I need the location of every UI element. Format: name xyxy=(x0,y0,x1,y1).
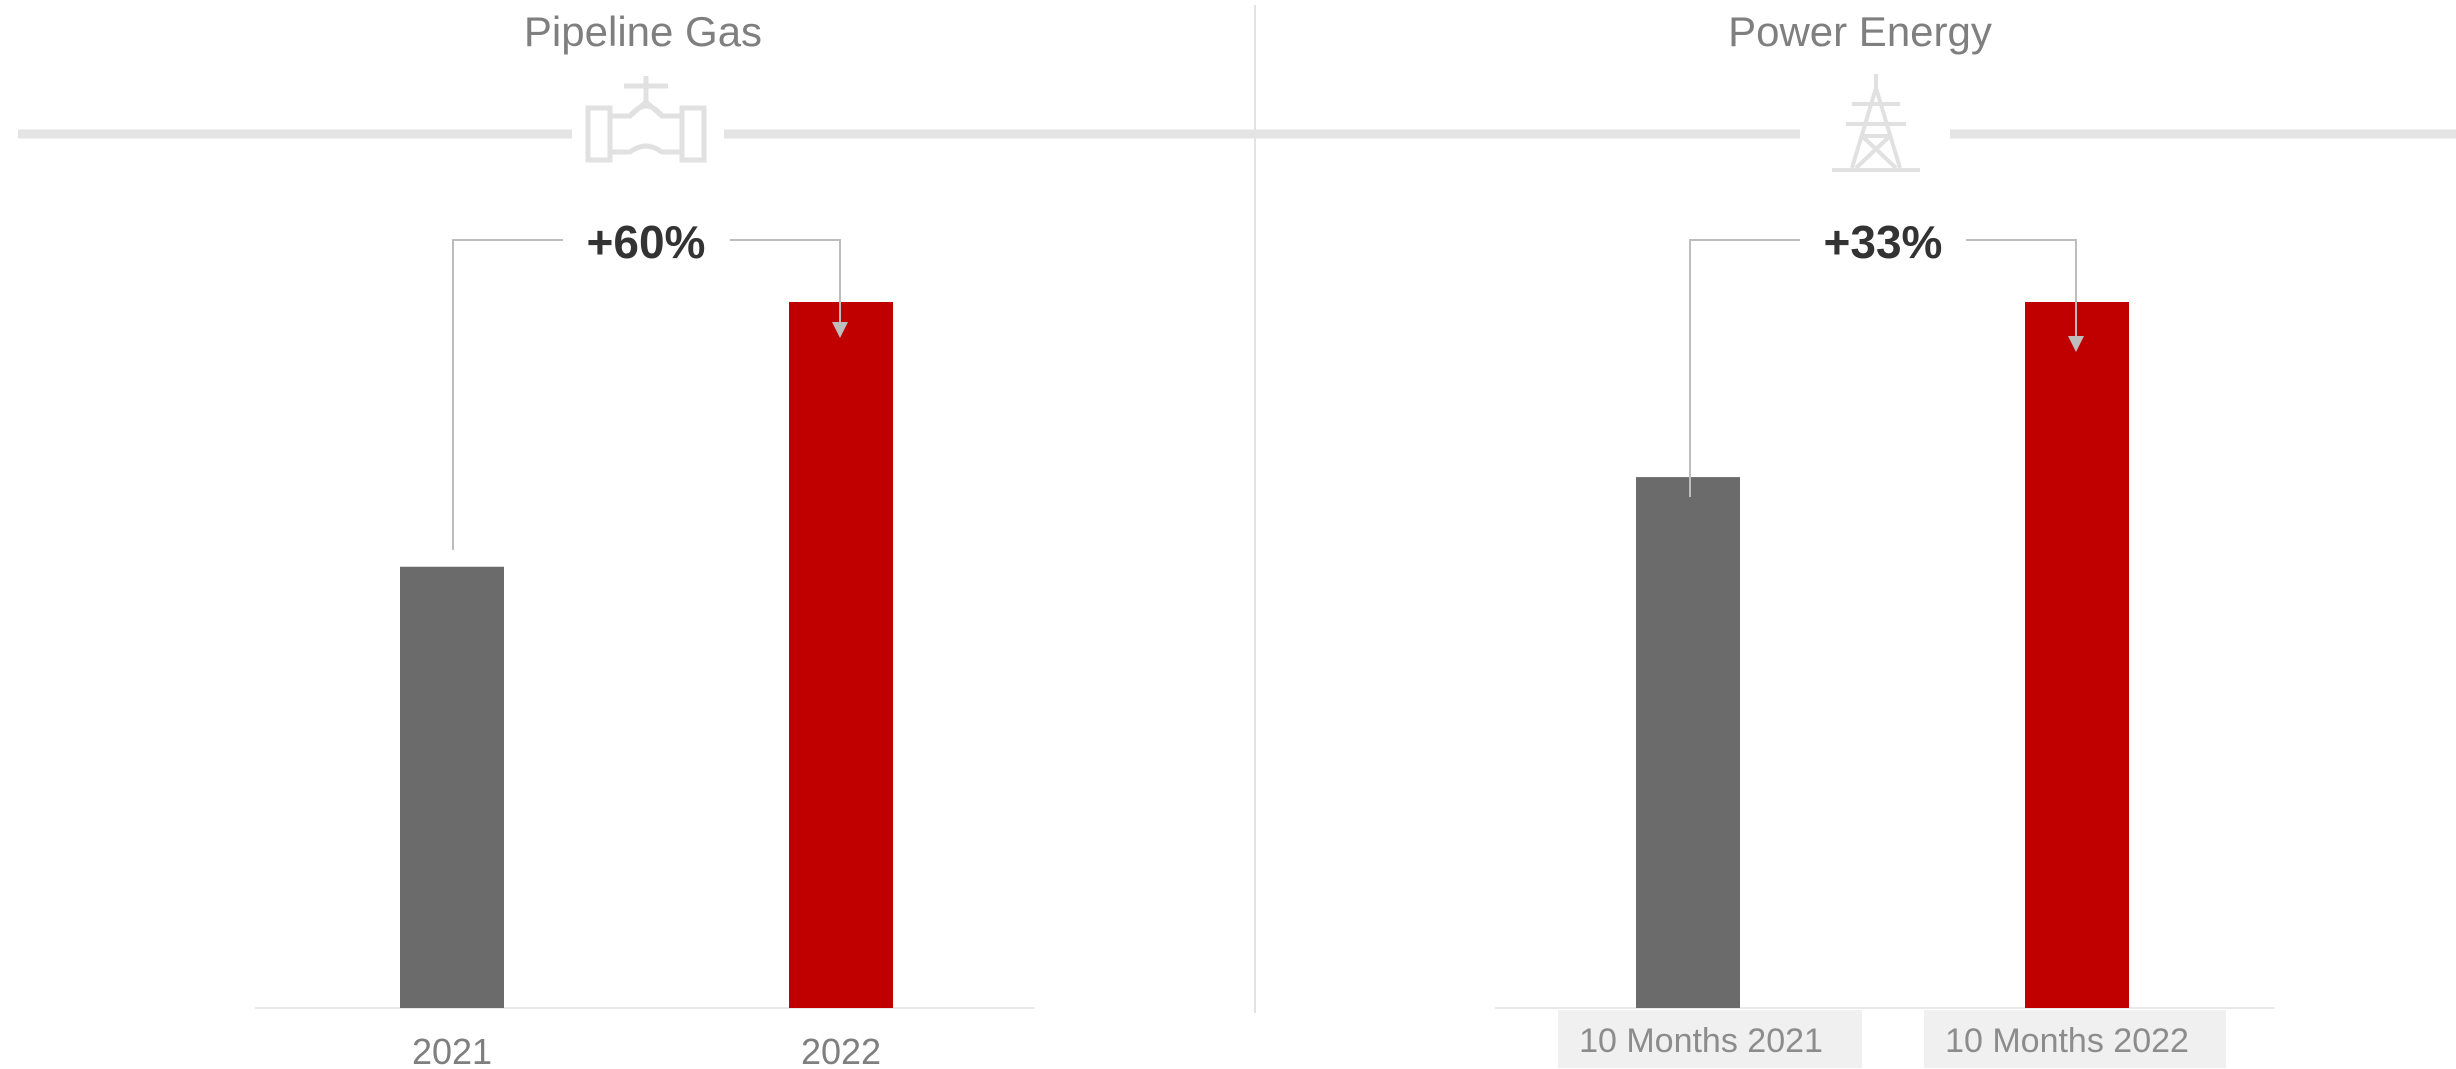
power-energy-bars xyxy=(1636,302,2129,1008)
pipeline-valve-icon xyxy=(585,76,707,163)
power-energy-tick-box-2022 xyxy=(1924,1010,2226,1068)
power-energy-panel: Power Energy +33% 10 Months 2021 10 Mont… xyxy=(1495,8,2456,1068)
power-tower-icon xyxy=(1832,74,1920,172)
pipeline-gas-panel: Pipeline Gas +60% 2021 2022 xyxy=(18,8,1800,1069)
pipeline-gas-arrowhead xyxy=(832,322,848,338)
pipeline-gas-bars xyxy=(400,302,893,1008)
power-energy-arrowhead xyxy=(2068,336,2084,352)
power-energy-bar-10-months-2022 xyxy=(2025,302,2129,1008)
pipeline-gas-tick-2022: 2022 xyxy=(801,1031,881,1069)
pipeline-gas-bar-2022 xyxy=(789,302,893,1008)
power-energy-change-label: +33% xyxy=(1824,216,1943,268)
pipeline-gas-change-label: +60% xyxy=(587,216,706,268)
pipeline-gas-title: Pipeline Gas xyxy=(524,8,762,55)
power-energy-tick-10-months-2022: 10 Months 2022 xyxy=(1945,1022,2189,1060)
power-energy-change-connector xyxy=(1689,239,2077,497)
power-energy-tick-box-2021 xyxy=(1558,1010,1862,1068)
pipeline-gas-change-connector xyxy=(452,239,841,550)
power-energy-title: Power Energy xyxy=(1728,8,1992,55)
pipeline-gas-bar-2021 xyxy=(400,566,504,1008)
power-energy-tick-10-months-2021: 10 Months 2021 xyxy=(1579,1022,1823,1060)
pipeline-gas-tick-2021: 2021 xyxy=(412,1031,492,1069)
power-energy-bar-10-months-2021 xyxy=(1636,477,1740,1008)
